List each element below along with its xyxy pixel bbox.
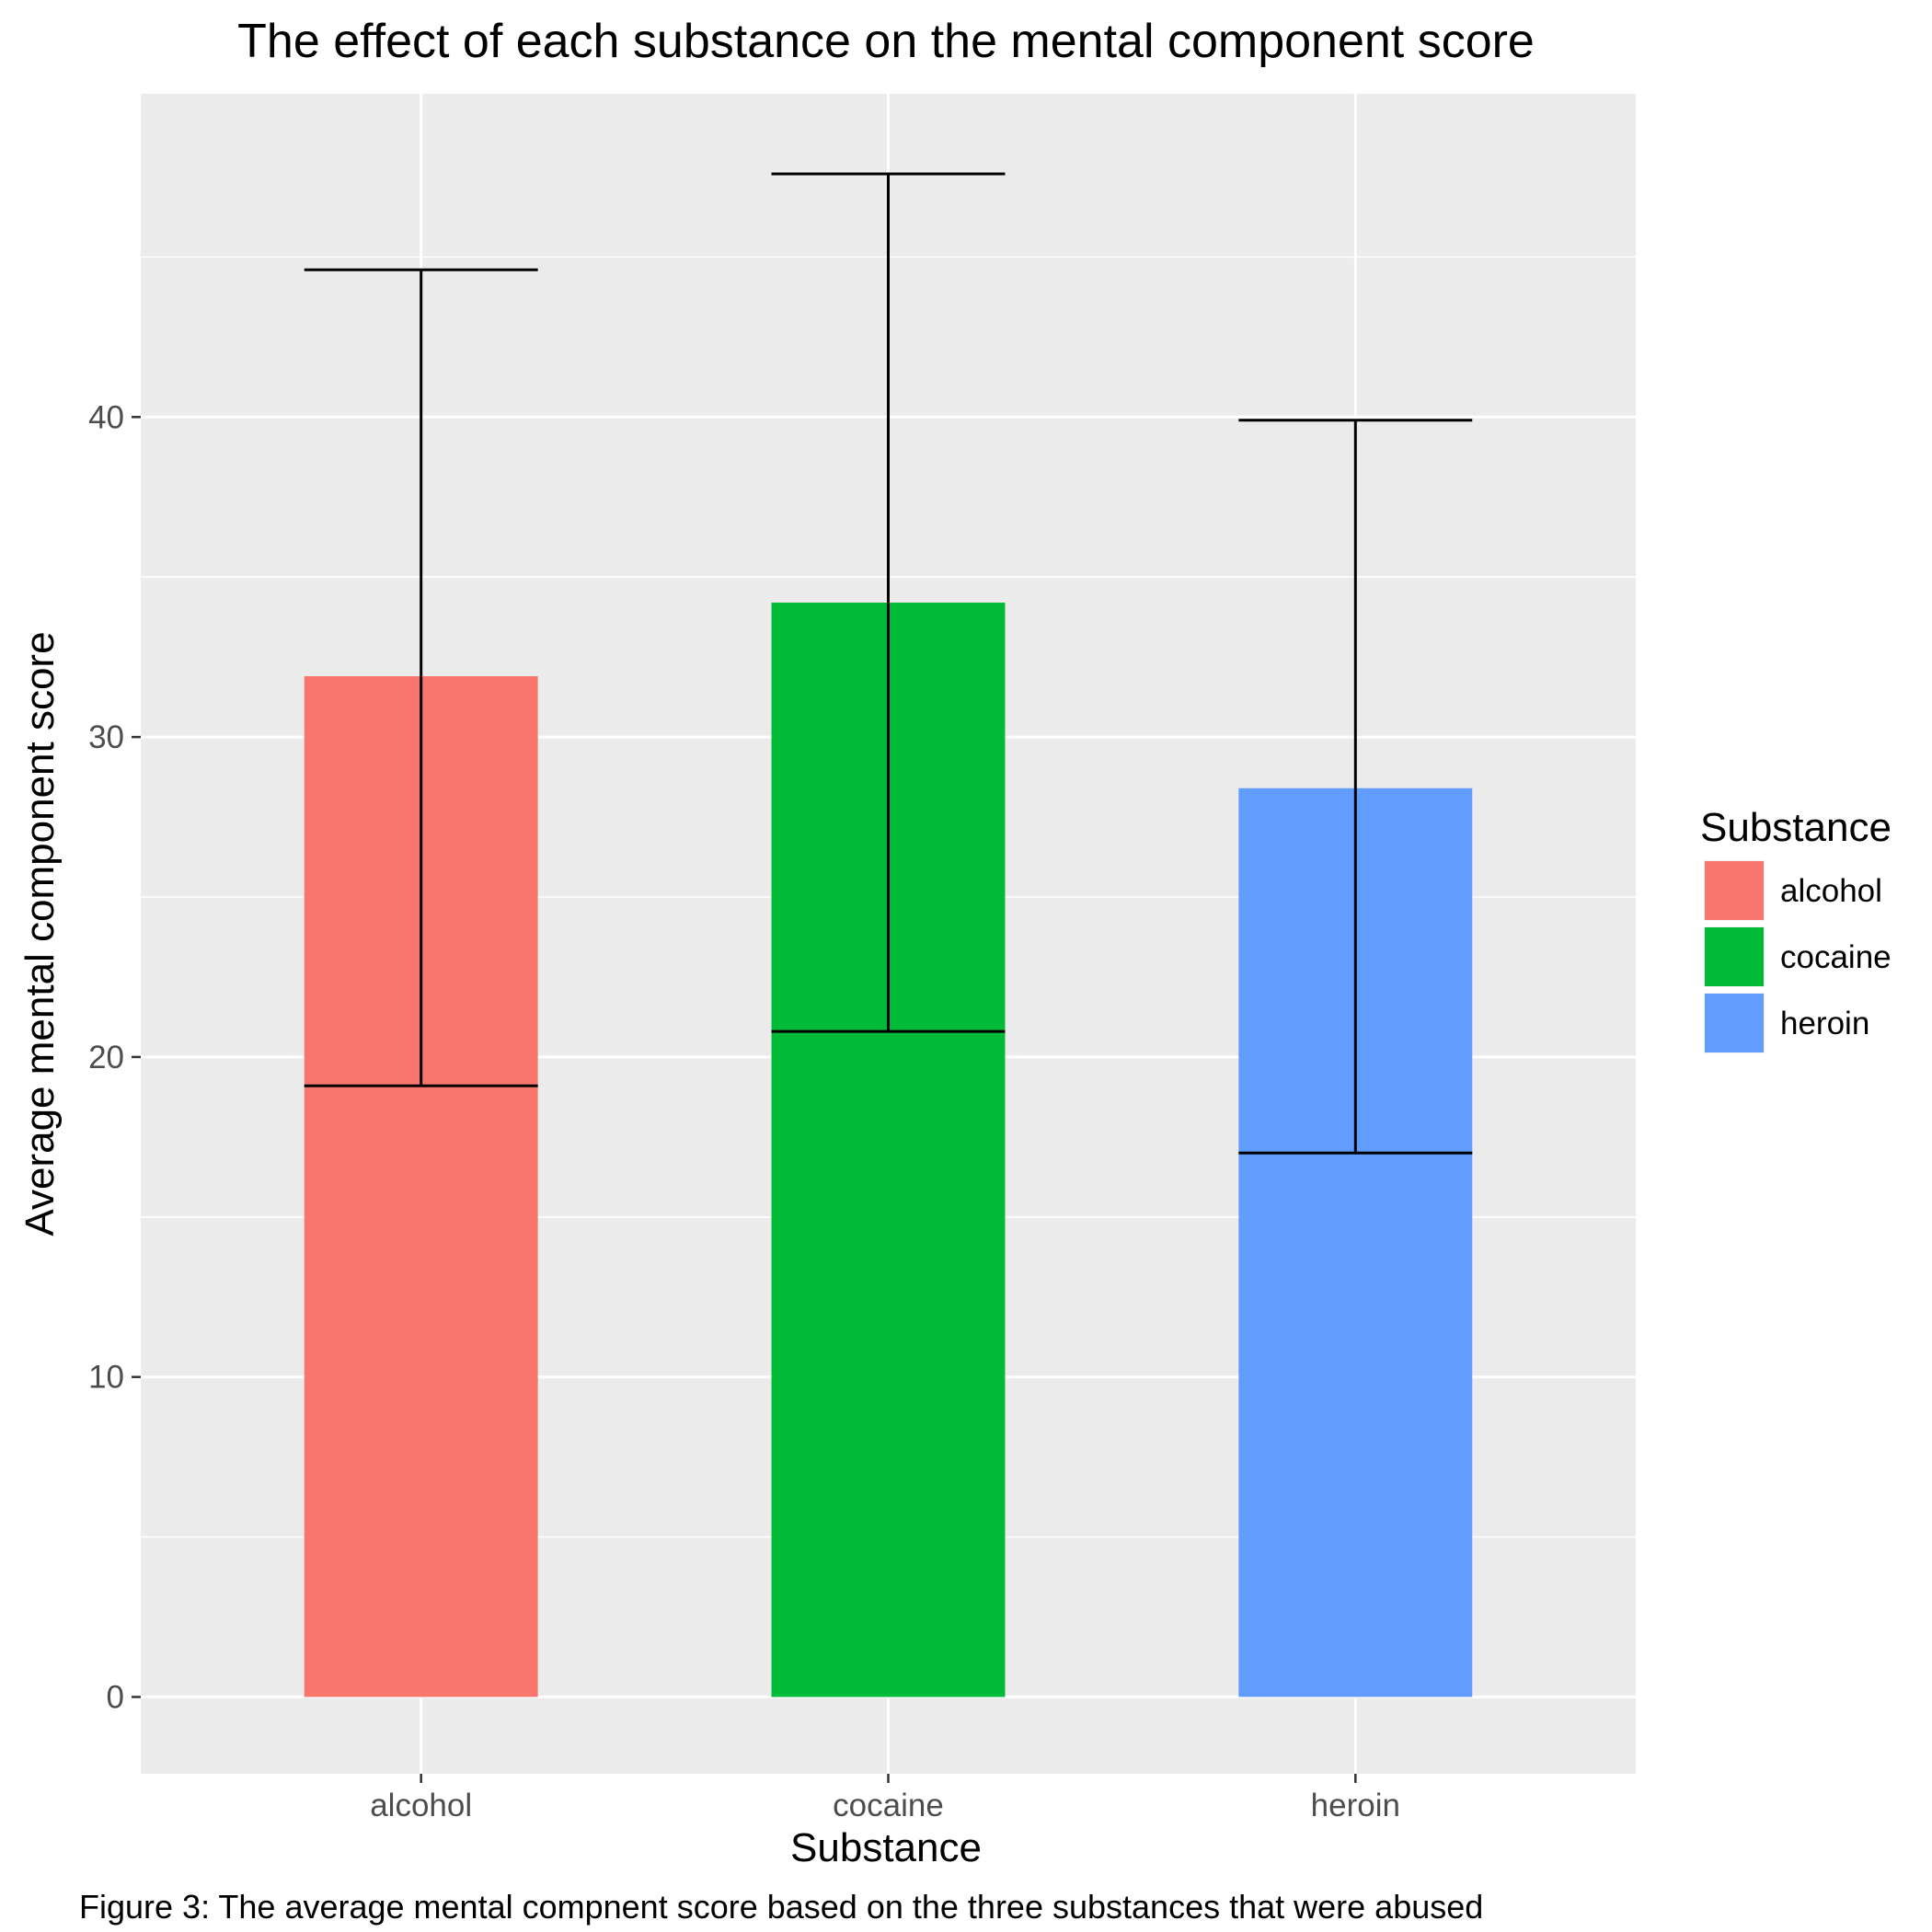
legend: Substance alcohol cocaine heroin xyxy=(1700,805,1892,1053)
legend-swatch-cocaine xyxy=(1705,927,1764,986)
x-tick-label: alcohol xyxy=(370,1788,472,1823)
error-bars xyxy=(304,172,1473,1155)
y-tick-label: 10 xyxy=(88,1360,124,1396)
legend-label-cocaine: cocaine xyxy=(1780,939,1892,975)
x-tick-label: heroin xyxy=(1311,1788,1400,1823)
legend-label-heroin: heroin xyxy=(1780,1006,1869,1041)
x-axis: alcohol cocaine heroin xyxy=(370,1774,1400,1823)
figure-caption: Figure 3: The average mental compnent sc… xyxy=(79,1888,1483,1926)
x-tick-label: cocaine xyxy=(833,1788,944,1823)
legend-title: Substance xyxy=(1700,805,1892,850)
legend-swatch-heroin xyxy=(1705,994,1764,1052)
error-bar-alcohol xyxy=(304,268,538,1087)
y-axis: 0 10 20 30 40 xyxy=(88,399,141,1716)
y-tick-label: 0 xyxy=(107,1680,124,1716)
y-axis-title: Average mental component score xyxy=(17,631,63,1236)
chart-title: The effect of each substance on the ment… xyxy=(237,15,1535,68)
y-tick-label: 40 xyxy=(88,399,124,435)
legend-swatch-alcohol xyxy=(1705,861,1764,920)
x-axis-title: Substance xyxy=(790,1825,982,1870)
y-tick-label: 20 xyxy=(88,1040,124,1075)
y-tick-label: 30 xyxy=(88,719,124,755)
error-bar-cocaine xyxy=(771,172,1006,1033)
error-bar-heroin xyxy=(1238,419,1473,1155)
legend-label-alcohol: alcohol xyxy=(1780,873,1882,909)
